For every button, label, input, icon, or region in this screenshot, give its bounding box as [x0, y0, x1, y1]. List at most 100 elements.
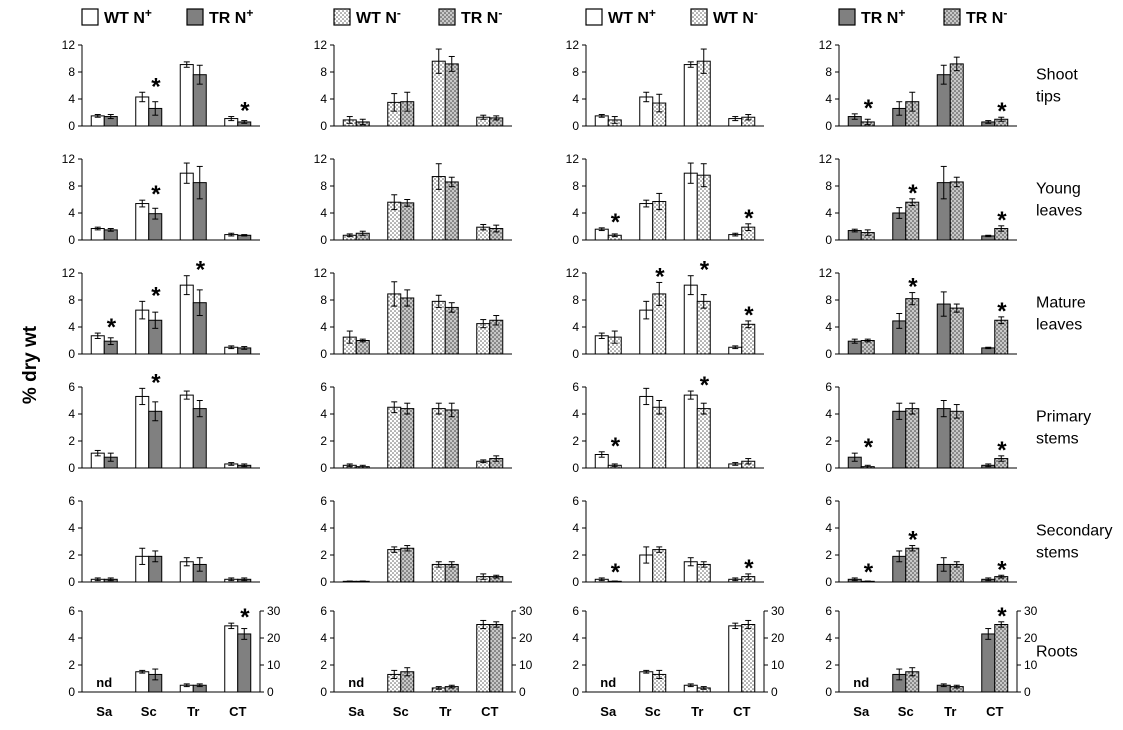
panel-r4-c2: 0 2 4 6 — [320, 380, 512, 475]
y-tick-label: 2 — [825, 658, 832, 672]
bar-ct-tr-n-minus — [994, 624, 1009, 693]
category-label-sc: Sc — [141, 704, 157, 719]
panel-r6-c2: 0 2 4 6 0 10 20 30 nd — [320, 604, 532, 699]
legend-swatch — [438, 8, 456, 26]
significance-star: * — [611, 559, 621, 586]
y-tick-label: 8 — [320, 65, 327, 79]
y-tick-label: 0 — [572, 461, 579, 475]
y-tick-label: 0 — [825, 347, 832, 361]
legend-label: WT N- — [713, 6, 758, 27]
bar-tr-tr-n-minus — [949, 410, 964, 469]
significance-star: * — [997, 207, 1007, 234]
right-y-tick-label: 20 — [519, 631, 533, 645]
panel-r3-c1: 0 4 8 12 * * * — [62, 257, 260, 361]
right-y-tick-label: 20 — [267, 631, 281, 645]
bar-ct-tr-n-plus — [981, 633, 996, 693]
bar-tr-tr-n-minus — [444, 63, 459, 127]
row-label-5: Roots — [1036, 644, 1078, 661]
not-detected-label: nd — [853, 675, 869, 690]
y-tick-label: 0 — [572, 685, 579, 699]
significance-star: * — [908, 274, 918, 301]
y-tick-label: 2 — [572, 434, 579, 448]
y-tick-label: 8 — [68, 179, 75, 193]
panel-r1-c1: 0 4 8 12 * * — [62, 38, 260, 133]
y-tick-label: 4 — [825, 92, 832, 106]
y-tick-label: 12 — [566, 152, 580, 166]
panel-r3-c3: 0 4 8 12 * * * — [566, 257, 764, 361]
bar-sc-wt-n-minus — [652, 406, 667, 469]
y-tick-label: 2 — [320, 434, 327, 448]
y-tick-label: 12 — [314, 38, 328, 52]
right-y-tick-label: 30 — [1024, 604, 1038, 618]
bar-tr-wt-n-minus — [696, 408, 711, 469]
significance-star: * — [151, 73, 161, 100]
y-tick-label: 4 — [320, 92, 327, 106]
bar-tr-wt-n-plus — [179, 394, 194, 469]
bar-tr-tr-n-minus — [444, 409, 459, 469]
right-y-tick-label: 20 — [771, 631, 785, 645]
bar-ct-wt-n-minus — [476, 624, 491, 693]
significance-star: * — [864, 559, 874, 586]
y-tick-label: 0 — [572, 233, 579, 247]
y-tick-label: 2 — [68, 658, 75, 672]
panel-r4-c1: 0 2 4 6 * — [68, 369, 260, 475]
y-tick-label: 8 — [825, 179, 832, 193]
panel-r1-c3: 0 4 8 12 — [566, 38, 764, 133]
y-tick-label: 6 — [68, 604, 75, 618]
y-tick-label: 8 — [68, 293, 75, 307]
panel-r1-c2: 0 4 8 12 — [314, 38, 512, 133]
right-y-tick-label: 0 — [1024, 685, 1031, 699]
y-tick-label: 4 — [572, 92, 579, 106]
significance-star: * — [700, 372, 710, 399]
panel-r1-c4: 0 4 8 12 * * — [819, 38, 1017, 133]
y-tick-label: 2 — [825, 548, 832, 562]
y-tick-label: 4 — [825, 521, 832, 535]
bar-sa-tr-n-minus — [355, 340, 370, 355]
y-tick-label: 0 — [320, 685, 327, 699]
category-label-ct: CT — [986, 704, 1003, 719]
significance-star: * — [997, 298, 1007, 325]
bar-sc-wt-n-plus — [639, 671, 654, 693]
bar-sc-wt-n-plus — [135, 203, 150, 241]
significance-star: * — [864, 95, 874, 122]
bar-tr-tr-n-minus — [949, 63, 964, 127]
y-tick-label: 6 — [68, 494, 75, 508]
y-tick-label: 4 — [572, 320, 579, 334]
category-label-sc: Sc — [645, 704, 661, 719]
legend-layer: WT N+ TR N+ WT N- TR N- WT N+ WT N- TR N+ TR N- — [81, 6, 1007, 27]
y-tick-label: 4 — [825, 320, 832, 334]
y-tick-label: 0 — [320, 233, 327, 247]
y-tick-label: 4 — [825, 631, 832, 645]
y-tick-label: 6 — [825, 380, 832, 394]
bar-ct-wt-n-minus — [476, 323, 491, 355]
bar-sc-tr-n-minus — [400, 408, 415, 469]
bar-sc-wt-n-minus — [387, 549, 402, 583]
bar-sc-wt-n-plus — [639, 203, 654, 241]
y-tick-label: 4 — [68, 631, 75, 645]
y-tick-label: 4 — [68, 206, 75, 220]
y-tick-label: 12 — [314, 152, 328, 166]
y-tick-label: 8 — [572, 179, 579, 193]
y-tick-label: 4 — [825, 206, 832, 220]
right-y-tick-label: 30 — [519, 604, 533, 618]
significance-star: * — [744, 555, 754, 582]
y-tick-label: 4 — [320, 320, 327, 334]
y-tick-label: 0 — [825, 685, 832, 699]
category-label-sc: Sc — [898, 704, 914, 719]
y-tick-label: 4 — [825, 407, 832, 421]
category-label-tr: Tr — [187, 704, 199, 719]
right-y-tick-label: 10 — [519, 658, 533, 672]
y-tick-label: 0 — [68, 575, 75, 589]
right-y-tick-label: 0 — [771, 685, 778, 699]
y-tick-label: 8 — [825, 65, 832, 79]
legend-label: TR N+ — [861, 6, 905, 27]
bar-sc-tr-n-minus — [400, 202, 415, 241]
significance-star: * — [700, 257, 710, 284]
y-tick-label: 4 — [572, 206, 579, 220]
right-y-tick-label: 20 — [1024, 631, 1038, 645]
y-tick-label: 0 — [825, 575, 832, 589]
y-tick-label: 6 — [572, 494, 579, 508]
panel-layer: 0 4 8 12 * * 0 4 8 12 0 4 8 12 0 4 8 12 * * 0 4 8 12 * 0 4 8 12 0 4 8 12… — [62, 38, 1038, 699]
y-tick-label: 6 — [825, 604, 832, 618]
legend-swatch — [943, 8, 961, 26]
